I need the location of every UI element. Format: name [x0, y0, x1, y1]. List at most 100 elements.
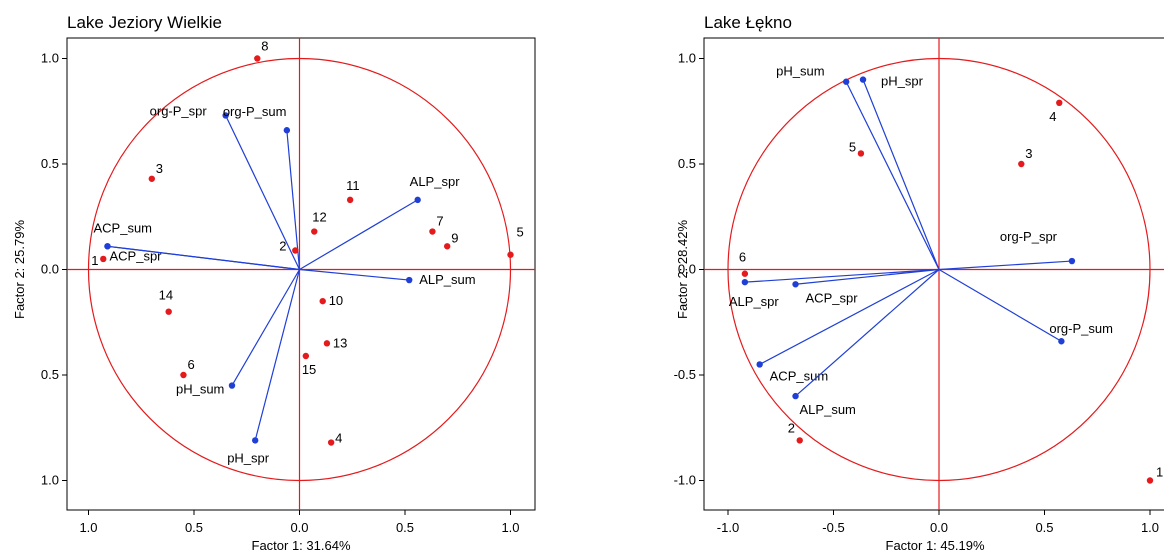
y-axis-label: Factor 2: 25.79%: [12, 220, 27, 319]
vector-label-ALP_spr: ALP_spr: [729, 294, 780, 309]
case-point-3: [148, 175, 155, 182]
vector-line-pH_spr: [862, 79, 940, 270]
vector-label-pH_sum: pH_sum: [776, 64, 824, 79]
y-tick-label: -1.0: [674, 473, 696, 488]
case-label-6: 6: [739, 250, 746, 265]
vector-line-pH_sum: [231, 269, 301, 386]
x-tick-label: 0.5: [1035, 520, 1053, 535]
case-label-7: 7: [436, 214, 443, 229]
chart-panel-2: Lake Łękno pH_sum pH_spr org-P_spr org-P_sum…: [674, 13, 1164, 553]
vector-label-ACP_spr: ACP_spr: [806, 290, 859, 305]
chart-panel-1: Lake Jeziory Wielkie ALP_spr ALP_sum ACP_su…: [12, 13, 536, 553]
vector-label-org-P_spr: org-P_spr: [150, 103, 208, 118]
x-tick-label: 0.5: [185, 520, 203, 535]
case-label-8: 8: [261, 39, 268, 54]
case-label-10: 10: [329, 293, 343, 308]
y-tick-label: 0.5: [41, 156, 59, 171]
y-tick-label: 0.5: [678, 156, 696, 171]
case-label-5: 5: [517, 225, 524, 240]
case-point-2: [292, 247, 299, 254]
case-point-2: [796, 437, 803, 444]
case-point-4: [327, 439, 335, 446]
plot-area: pH_sum pH_spr org-P_spr org-P_sum ALP_spr ACP…: [704, 38, 1164, 510]
y-tick-label: 1.0: [41, 473, 59, 488]
x-tick-label: 1.0: [501, 520, 519, 535]
case-label-3: 3: [156, 161, 163, 176]
vector-label-pH_spr: pH_spr: [881, 74, 924, 89]
case-label-14: 14: [159, 288, 173, 303]
case-label-2: 2: [788, 420, 795, 435]
vector-point-ALP_sum: [792, 392, 799, 400]
vector-line-org-P_spr: [938, 260, 1072, 271]
case-point-1: [1146, 477, 1154, 484]
y-tick-label: -0.5: [674, 367, 696, 382]
vector-point-ACP_spr: [104, 243, 111, 250]
case-point-1: [100, 255, 107, 263]
case-point-8: [254, 55, 261, 62]
x-tick-label: 1.0: [1141, 520, 1159, 535]
vector-point-pH_spr: [251, 437, 259, 444]
y-tick-label: 0.0: [678, 262, 696, 277]
vector-line-ALP_spr: [299, 199, 418, 271]
y-axis-label: Factor 2: 28.42%: [675, 220, 690, 319]
vector-point-ALP_spr: [414, 196, 421, 204]
case-label-2: 2: [279, 239, 286, 254]
case-point-15: [302, 352, 310, 360]
vector-line-ACP_sum: [759, 268, 940, 365]
vector-label-org-P_spr: org-P_spr: [1000, 229, 1058, 244]
plot-area: ALP_spr ALP_sum ACP_sum ACP_spr org-P_spr org…: [67, 38, 535, 510]
vector-point-ACP_spr: [792, 281, 799, 288]
case-label-1: 1: [1156, 465, 1163, 480]
vector-label-pH_spr: pH_spr: [227, 450, 270, 465]
case-label-15: 15: [302, 362, 316, 377]
chart-title: Lake Łękno: [704, 13, 792, 32]
case-point-6: [180, 371, 187, 379]
x-tick-label: 0.0: [930, 520, 948, 535]
vector-label-ALP_sum: ALP_sum: [800, 402, 856, 417]
case-point-3: [1018, 160, 1025, 168]
x-tick-label: 0.5: [396, 520, 414, 535]
x-axis-label: Factor 1: 31.64%: [252, 538, 351, 553]
case-point-11: [346, 196, 354, 204]
case-label-4: 4: [1049, 109, 1056, 124]
case-point-9: [444, 243, 451, 250]
vector-point-pH_spr: [859, 76, 867, 83]
x-tick-label: 0.0: [290, 520, 308, 535]
vector-label-ALP_sum: ALP_sum: [419, 272, 475, 287]
case-point-12: [311, 228, 318, 235]
case-point-7: [429, 228, 436, 235]
case-label-13: 13: [333, 335, 347, 350]
case-label-1: 1: [91, 253, 98, 268]
case-point-5: [507, 251, 514, 258]
plot-frame: [66, 37, 536, 511]
x-tick-label: -0.5: [822, 520, 844, 535]
y-tick-label: 1.0: [678, 51, 696, 66]
case-label-4: 4: [335, 431, 342, 446]
x-tick-label: -1.0: [717, 520, 739, 535]
case-point-5: [857, 150, 865, 157]
vector-label-pH_sum: pH_sum: [176, 382, 224, 397]
vector-line-org-P_sum: [938, 268, 1062, 342]
vector-line-ACP_spr: [795, 268, 940, 285]
vector-point-org-P_spr: [1068, 257, 1076, 265]
vector-point-ALP_spr: [741, 278, 749, 286]
y-tick-label: 0.5: [41, 367, 59, 382]
vector-point-org-P_sum: [1058, 338, 1065, 345]
case-point-13: [323, 340, 331, 347]
case-label-9: 9: [451, 230, 458, 245]
vector-label-ACP_spr: ACP_spr: [109, 248, 162, 263]
plot-frame: [703, 37, 1164, 511]
vector-label-org-P_sum: org-P_sum: [1049, 321, 1113, 336]
vector-line-ALP_sum: [795, 269, 940, 397]
vector-line-ACP_spr: [107, 245, 300, 271]
case-point-14: [165, 308, 172, 315]
x-tick-label: 1.0: [79, 520, 97, 535]
vector-line-org-P_spr: [225, 115, 301, 270]
vector-line-pH_sum: [845, 81, 940, 270]
vector-point-pH_sum: [842, 78, 850, 85]
vector-line-pH_spr: [254, 269, 301, 441]
case-label-11: 11: [346, 178, 360, 193]
case-point-10: [319, 297, 326, 305]
vector-line-ALP_sum: [299, 268, 410, 281]
